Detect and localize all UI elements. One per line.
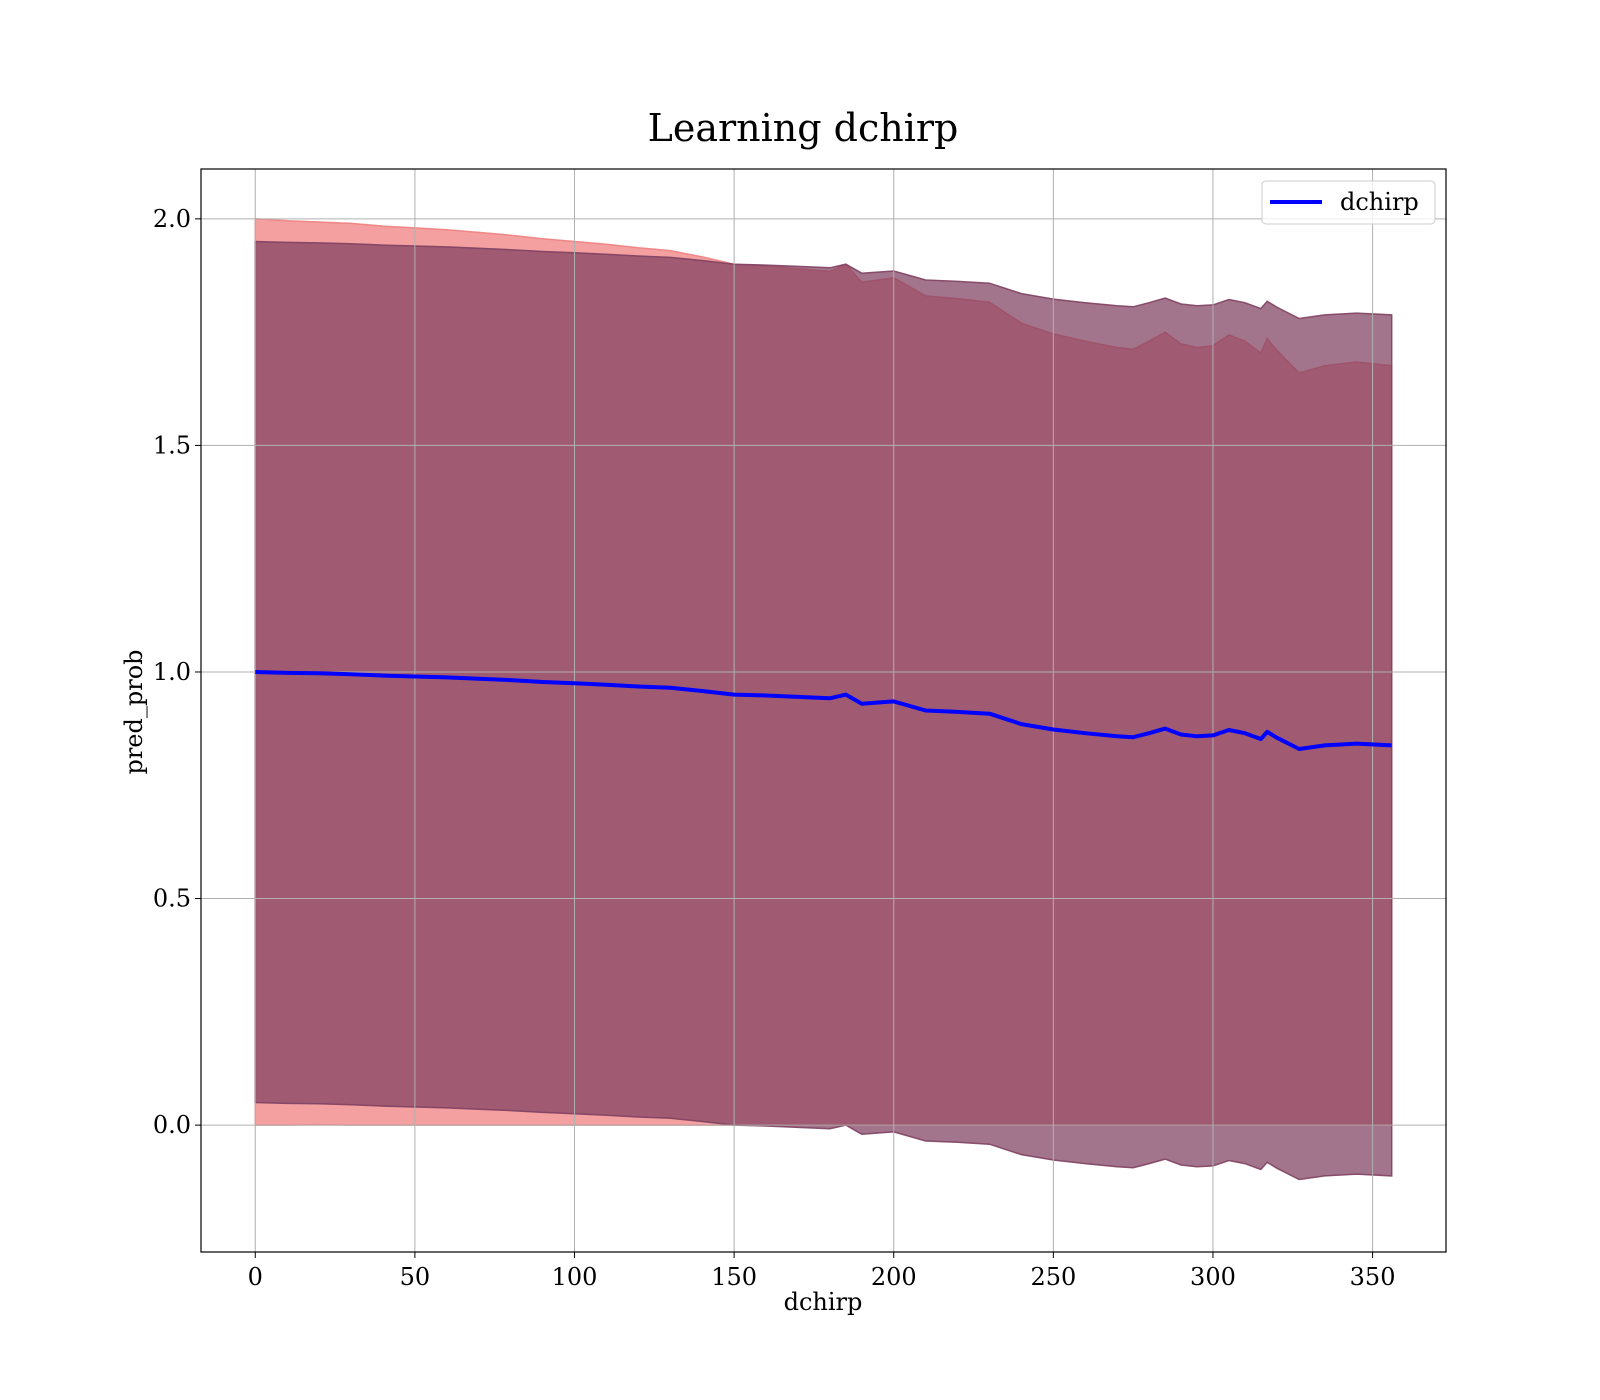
y-tick-label: 0.5 [153,885,191,913]
x-tick-label: 350 [1350,1263,1396,1291]
x-axis-label: dchirp [784,1288,863,1316]
y-tick-label: 0.0 [153,1111,191,1139]
x-tick-label: 100 [552,1263,598,1291]
series-line-0 [255,670,1392,751]
legend-label: dchirp [1340,188,1419,216]
x-tick-label: 200 [871,1263,917,1291]
y-axis-label: pred_prob [120,649,148,774]
x-tick-label: 50 [400,1263,431,1291]
y-tick-label: 1.0 [153,658,191,686]
x-tick-label: 0 [248,1263,263,1291]
legend-box [1261,180,1436,225]
legend: dchirp [1261,180,1436,225]
plot-area: 0 50 100 150 200 250 300 350 0.0 0.5 1.0 1.5 2.0 [153,168,1447,1291]
plot-frame [200,168,1447,1253]
x-tick-label: 250 [1030,1263,1076,1291]
chart-title: Learning dchirp [648,106,959,150]
x-tick-label: 300 [1190,1263,1236,1291]
x-tick-label: 150 [711,1263,757,1291]
y-tick-label: 1.5 [153,431,191,459]
y-tick-label: 2.0 [153,205,191,233]
confidence-band-1 [254,240,1393,1181]
